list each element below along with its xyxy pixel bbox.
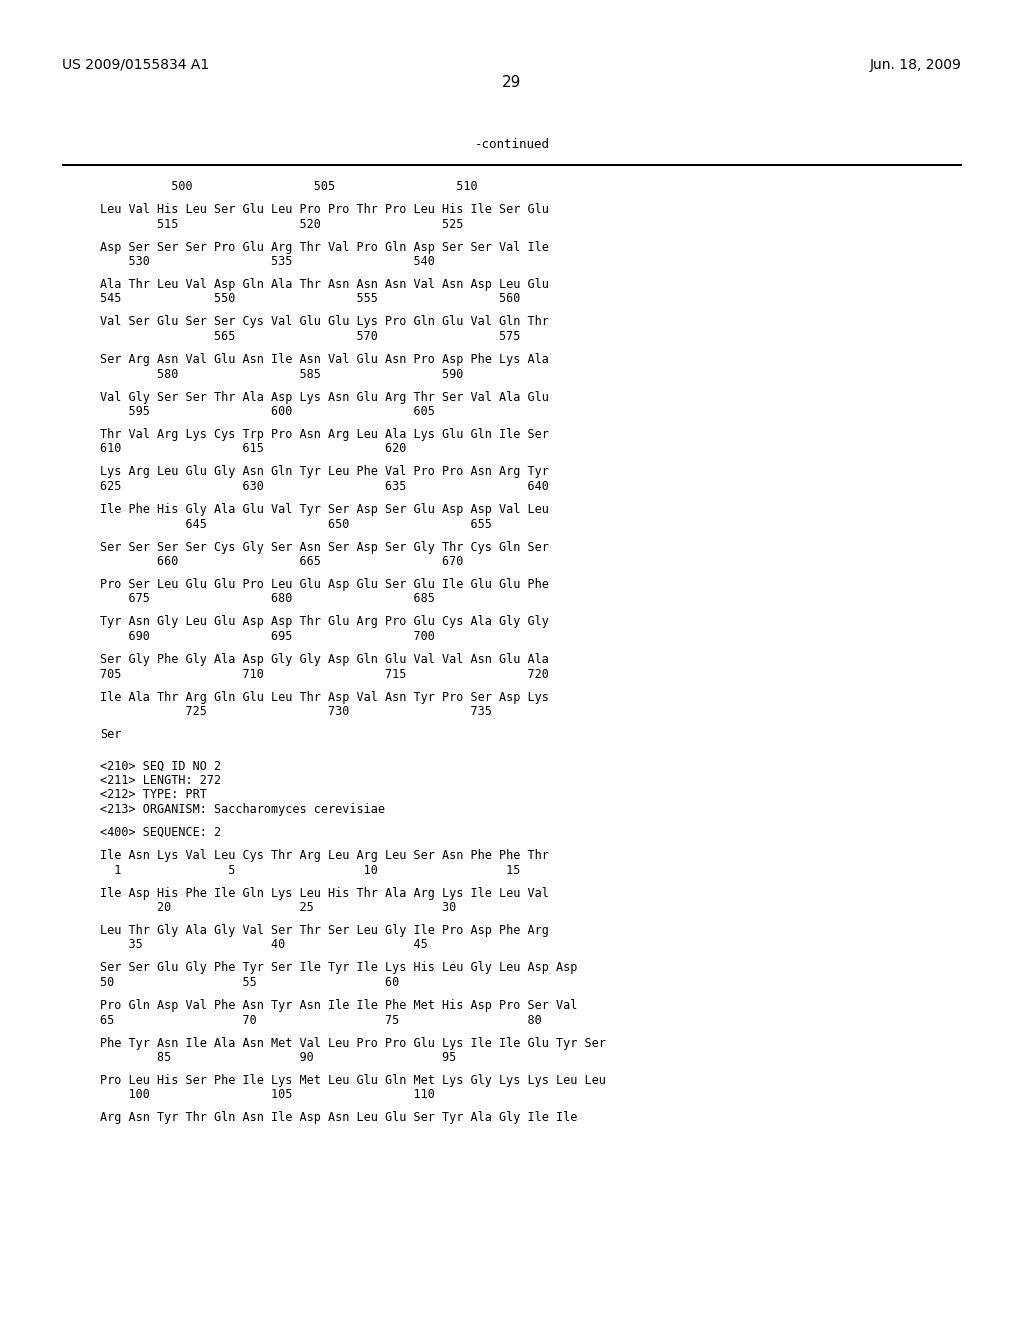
Text: 29: 29 bbox=[503, 75, 521, 90]
Text: 725                 730                 735: 725 730 735 bbox=[100, 705, 492, 718]
Text: 1               5                  10                  15: 1 5 10 15 bbox=[100, 863, 520, 876]
Text: 20                  25                  30: 20 25 30 bbox=[100, 902, 457, 913]
Text: 690                 695                 700: 690 695 700 bbox=[100, 630, 435, 643]
Text: 660                 665                 670: 660 665 670 bbox=[100, 554, 464, 568]
Text: 565                 570                 575: 565 570 575 bbox=[100, 330, 520, 343]
Text: Phe Tyr Asn Ile Ala Asn Met Val Leu Pro Pro Glu Lys Ile Ile Glu Tyr Ser: Phe Tyr Asn Ile Ala Asn Met Val Leu Pro … bbox=[100, 1036, 606, 1049]
Text: 705                 710                 715                 720: 705 710 715 720 bbox=[100, 668, 549, 681]
Text: 35                  40                  45: 35 40 45 bbox=[100, 939, 428, 952]
Text: Ala Thr Leu Val Asp Gln Ala Thr Asn Asn Asn Val Asn Asp Leu Glu: Ala Thr Leu Val Asp Gln Ala Thr Asn Asn … bbox=[100, 279, 549, 290]
Text: Ile Asp His Phe Ile Gln Lys Leu His Thr Ala Arg Lys Ile Leu Val: Ile Asp His Phe Ile Gln Lys Leu His Thr … bbox=[100, 887, 549, 899]
Text: Pro Gln Asp Val Phe Asn Tyr Asn Ile Ile Phe Met His Asp Pro Ser Val: Pro Gln Asp Val Phe Asn Tyr Asn Ile Ile … bbox=[100, 999, 578, 1012]
Text: Jun. 18, 2009: Jun. 18, 2009 bbox=[870, 58, 962, 73]
Text: 580                 585                 590: 580 585 590 bbox=[100, 367, 464, 380]
Text: Ile Asn Lys Val Leu Cys Thr Arg Leu Arg Leu Ser Asn Phe Phe Thr: Ile Asn Lys Val Leu Cys Thr Arg Leu Arg … bbox=[100, 849, 549, 862]
Text: 530                 535                 540: 530 535 540 bbox=[100, 255, 435, 268]
Text: Ser Ser Ser Ser Cys Gly Ser Asn Ser Asp Ser Gly Thr Cys Gln Ser: Ser Ser Ser Ser Cys Gly Ser Asn Ser Asp … bbox=[100, 540, 549, 553]
Text: Val Gly Ser Ser Thr Ala Asp Lys Asn Glu Arg Thr Ser Val Ala Glu: Val Gly Ser Ser Thr Ala Asp Lys Asn Glu … bbox=[100, 391, 549, 404]
Text: 500                 505                 510: 500 505 510 bbox=[100, 180, 477, 193]
Text: 645                 650                 655: 645 650 655 bbox=[100, 517, 492, 531]
Text: Lys Arg Leu Glu Gly Asn Gln Tyr Leu Phe Val Pro Pro Asn Arg Tyr: Lys Arg Leu Glu Gly Asn Gln Tyr Leu Phe … bbox=[100, 466, 549, 479]
Text: Tyr Asn Gly Leu Glu Asp Asp Thr Glu Arg Pro Glu Cys Ala Gly Gly: Tyr Asn Gly Leu Glu Asp Asp Thr Glu Arg … bbox=[100, 615, 549, 628]
Text: 675                 680                 685: 675 680 685 bbox=[100, 593, 435, 606]
Text: US 2009/0155834 A1: US 2009/0155834 A1 bbox=[62, 58, 209, 73]
Text: 85                  90                  95: 85 90 95 bbox=[100, 1051, 457, 1064]
Text: 65                  70                  75                  80: 65 70 75 80 bbox=[100, 1014, 542, 1027]
Text: Ile Ala Thr Arg Gln Glu Leu Thr Asp Val Asn Tyr Pro Ser Asp Lys: Ile Ala Thr Arg Gln Glu Leu Thr Asp Val … bbox=[100, 690, 549, 704]
Text: Asp Ser Ser Ser Pro Glu Arg Thr Val Pro Gln Asp Ser Ser Val Ile: Asp Ser Ser Ser Pro Glu Arg Thr Val Pro … bbox=[100, 240, 549, 253]
Text: Leu Val His Leu Ser Glu Leu Pro Pro Thr Pro Leu His Ile Ser Glu: Leu Val His Leu Ser Glu Leu Pro Pro Thr … bbox=[100, 203, 549, 216]
Text: <211> LENGTH: 272: <211> LENGTH: 272 bbox=[100, 774, 221, 787]
Text: Val Ser Glu Ser Ser Cys Val Glu Glu Lys Pro Gln Glu Val Gln Thr: Val Ser Glu Ser Ser Cys Val Glu Glu Lys … bbox=[100, 315, 549, 329]
Text: Thr Val Arg Lys Cys Trp Pro Asn Arg Leu Ala Lys Glu Gln Ile Ser: Thr Val Arg Lys Cys Trp Pro Asn Arg Leu … bbox=[100, 428, 549, 441]
Text: Ser Ser Glu Gly Phe Tyr Ser Ile Tyr Ile Lys His Leu Gly Leu Asp Asp: Ser Ser Glu Gly Phe Tyr Ser Ile Tyr Ile … bbox=[100, 961, 578, 974]
Text: -continued: -continued bbox=[474, 139, 550, 150]
Text: Leu Thr Gly Ala Gly Val Ser Thr Ser Leu Gly Ile Pro Asp Phe Arg: Leu Thr Gly Ala Gly Val Ser Thr Ser Leu … bbox=[100, 924, 549, 937]
Text: <400> SEQUENCE: 2: <400> SEQUENCE: 2 bbox=[100, 826, 221, 840]
Text: Pro Leu His Ser Phe Ile Lys Met Leu Glu Gln Met Lys Gly Lys Lys Leu Leu: Pro Leu His Ser Phe Ile Lys Met Leu Glu … bbox=[100, 1074, 606, 1086]
Text: Ile Phe His Gly Ala Glu Val Tyr Ser Asp Ser Glu Asp Asp Val Leu: Ile Phe His Gly Ala Glu Val Tyr Ser Asp … bbox=[100, 503, 549, 516]
Text: <210> SEQ ID NO 2: <210> SEQ ID NO 2 bbox=[100, 759, 221, 772]
Text: Pro Ser Leu Glu Glu Pro Leu Glu Asp Glu Ser Glu Ile Glu Glu Phe: Pro Ser Leu Glu Glu Pro Leu Glu Asp Glu … bbox=[100, 578, 549, 591]
Text: 100                 105                 110: 100 105 110 bbox=[100, 1089, 435, 1101]
Text: 50                  55                  60: 50 55 60 bbox=[100, 975, 399, 989]
Text: <212> TYPE: PRT: <212> TYPE: PRT bbox=[100, 788, 207, 801]
Text: 610                 615                 620: 610 615 620 bbox=[100, 442, 407, 455]
Text: Ser Gly Phe Gly Ala Asp Gly Gly Asp Gln Glu Val Val Asn Glu Ala: Ser Gly Phe Gly Ala Asp Gly Gly Asp Gln … bbox=[100, 653, 549, 667]
Text: 595                 600                 605: 595 600 605 bbox=[100, 405, 435, 418]
Text: <213> ORGANISM: Saccharomyces cerevisiae: <213> ORGANISM: Saccharomyces cerevisiae bbox=[100, 803, 385, 816]
Text: 515                 520                 525: 515 520 525 bbox=[100, 218, 464, 231]
Text: 545             550                 555                 560: 545 550 555 560 bbox=[100, 293, 520, 305]
Text: 625                 630                 635                 640: 625 630 635 640 bbox=[100, 480, 549, 492]
Text: Ser Arg Asn Val Glu Asn Ile Asn Val Glu Asn Pro Asp Phe Lys Ala: Ser Arg Asn Val Glu Asn Ile Asn Val Glu … bbox=[100, 352, 549, 366]
Text: Ser: Ser bbox=[100, 729, 122, 741]
Text: Arg Asn Tyr Thr Gln Asn Ile Asp Asn Leu Glu Ser Tyr Ala Gly Ile Ile: Arg Asn Tyr Thr Gln Asn Ile Asp Asn Leu … bbox=[100, 1111, 578, 1125]
